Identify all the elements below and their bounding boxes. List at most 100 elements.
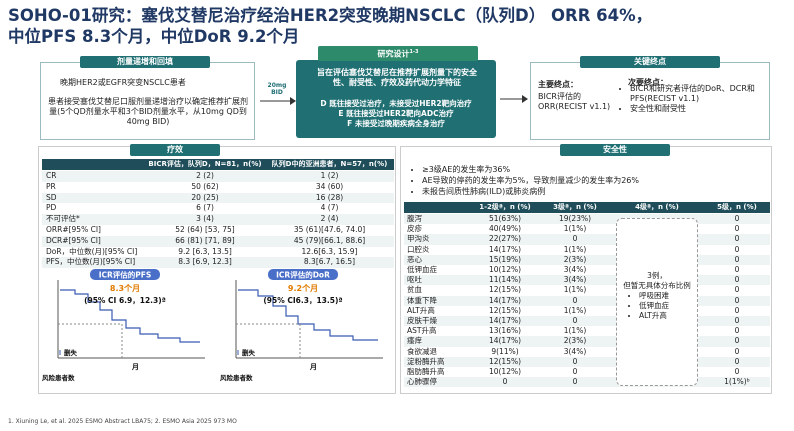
- censor-label: 删失: [64, 348, 78, 357]
- table-cell: 0: [572, 367, 578, 376]
- column-header: 1-2级ª，n (%): [479, 203, 531, 211]
- table-cell: DoR，中位数(月)[95% CI]: [46, 246, 138, 256]
- endpoint-box: [530, 62, 770, 140]
- table-cell: 6 (7): [196, 203, 214, 213]
- cohort: D 既往接受过治疗，未接受过HER2靶向治疗: [320, 99, 472, 108]
- safety-bullets: ≥3级AE的发生率为36%AE导致的停药的发生率为5%，导致剂量减少的发生率为2…: [410, 164, 760, 197]
- title-line: 中位PFS 8.3个月，中位DoR 9.2个月: [8, 27, 300, 46]
- row-bg: [404, 336, 770, 347]
- km-area: ICR评估的PFS 8.3个月 (95% CI 6.9，12.3)ª 删失月风险患者数…: [40, 268, 396, 392]
- risk-label: 风险患者数: [220, 373, 253, 382]
- table-cell: 14(17%): [488, 336, 522, 346]
- aim: 旨在评估塞伐艾替尼在推荐扩展剂量下的安全性、耐受性、疗效及药代动力学特征: [317, 68, 477, 87]
- table-cell: 9.2 [6.3, 13.5]: [178, 246, 232, 256]
- table-cell: 脂肪酶升高: [407, 367, 445, 376]
- table-cell: 14(17%): [488, 295, 522, 305]
- grade4-note: 3例，但暂无具体分布比例呼吸困难低钾血症ALT升高: [616, 218, 698, 386]
- table-cell: 0: [572, 377, 578, 387]
- table-cell: 4 (7): [320, 203, 339, 213]
- table-cell: 0: [734, 295, 740, 305]
- table-cell: 16 (28): [315, 192, 344, 202]
- secondary-list: BICR和研究者评估的DoR、DCR和PFS(RECIST v1.1)安全性和耐…: [616, 84, 766, 114]
- table-cell: 体重下降: [407, 295, 437, 305]
- km-curve: [238, 289, 378, 341]
- table-cell: 51(63%): [488, 214, 522, 223]
- table-cell: 8.3 [6.9, 12.3]: [178, 257, 232, 267]
- table-cell: 40(49%): [488, 224, 522, 234]
- note-text: 但暂无具体分布比例: [623, 281, 691, 290]
- table-cell: 8.3[6.7, 16.5]: [303, 257, 356, 267]
- table-cell: 34 (60): [315, 181, 344, 191]
- footnotes: 1. Xiuning Le, et al. 2025 ESMO Abstract…: [8, 418, 788, 425]
- note-list: 呼吸困难低钾血症ALT升高: [617, 291, 697, 321]
- section-header: 关键终点: [580, 56, 720, 68]
- row-bg: [42, 235, 394, 247]
- table-cell: 1 (2): [320, 171, 339, 180]
- table-cell: ALT升高: [407, 305, 435, 315]
- table-cell: 0: [734, 305, 740, 315]
- table-cell: 瘙痒: [407, 336, 422, 346]
- row-bg: [42, 257, 394, 269]
- table-cell: AST升高: [407, 326, 437, 336]
- table-cell: 1(1%): [563, 244, 587, 254]
- section-header: 安全性: [560, 144, 670, 156]
- table-cell: 不可评估*: [46, 214, 80, 224]
- table-cell: 45 (79)[66.1, 88.6]: [293, 235, 366, 245]
- row-bg: [42, 214, 394, 225]
- table-cell: 12(15%): [488, 356, 522, 366]
- bullet: 未报告间质性肺病(ILD)或肺炎病例: [422, 186, 760, 197]
- table-cell: 0: [734, 275, 740, 285]
- column-header: 队列D中的亚洲患者，N=57，n(%): [271, 160, 388, 168]
- table-cell: 22(27%): [488, 234, 522, 244]
- table-cell: 13(16%): [488, 326, 522, 336]
- table-cell: 1(1%): [563, 326, 587, 336]
- table-cell: 52 (64) [53, 75]: [175, 225, 235, 234]
- table-cell: 0: [734, 336, 740, 346]
- row-bg: [404, 316, 770, 327]
- table-cell: 甲沟炎: [407, 234, 430, 244]
- bullet: AE导致的停药的发生率为5%，导致剂量减少的发生率为26%: [422, 175, 760, 186]
- table-cell: 0: [734, 316, 740, 325]
- table-cell: 1(1%): [563, 285, 587, 295]
- table-cell: 1(1%): [563, 224, 587, 234]
- column-header: BICR评估，队列D，N=81，n(%): [148, 160, 262, 168]
- row-bg: [404, 214, 770, 225]
- table-cell: 0: [734, 326, 740, 336]
- table-cell: 0: [734, 356, 740, 366]
- column-header: 5级，n (%): [717, 203, 757, 211]
- note-text: 3例，: [647, 271, 667, 280]
- table-cell: 0: [572, 316, 578, 325]
- table-cell: 10(12%): [488, 265, 522, 274]
- table-cell: 66 (81) [71, 89]: [175, 235, 235, 245]
- table-cell: PR: [46, 181, 56, 191]
- cohort: E 既往接受过HER2靶向ADC治疗: [338, 109, 454, 118]
- table-cell: 食欲减退: [407, 346, 437, 356]
- note-item: 呼吸困难: [639, 291, 697, 301]
- table-cell: 12.6[6.3, 15.9]: [301, 246, 358, 256]
- header-row: [404, 202, 770, 213]
- table-cell: 3(4%): [563, 265, 587, 274]
- secondary-item: BICR和研究者评估的DoR、DCR和PFS(RECIST v1.1): [630, 84, 766, 104]
- table-cell: 2 (2): [196, 171, 214, 180]
- table-cell: 皮肤干燥: [407, 316, 437, 325]
- table-cell: DCR#[95% CI]: [46, 235, 101, 245]
- table-cell: 0: [734, 367, 740, 376]
- table-cell: ORR#[95% CI]: [46, 225, 101, 234]
- row-bg: [42, 192, 394, 204]
- table-cell: 3(4%): [563, 275, 587, 285]
- table-cell: 3 (4): [196, 214, 214, 224]
- table-cell: CR: [46, 171, 57, 180]
- section-header: 剂量递增和回填: [80, 56, 210, 68]
- table-cell: 0: [572, 234, 578, 244]
- km-median: 8.3个月: [110, 283, 140, 293]
- table-cell: 0: [734, 224, 740, 234]
- footnote: 1. Xiuning Le, et al. 2025 ESMO Abstract…: [8, 418, 237, 425]
- table-cell: 11(14%): [488, 275, 522, 285]
- cohorts: D 既往接受过治疗，未接受过HER2靶向治疗 E 既往接受过HER2靶向ADC治疗…: [300, 99, 492, 129]
- secondary-label: 次要终点：: [628, 78, 668, 87]
- table-cell: 0: [502, 377, 508, 387]
- primary: BICR评估的ORR(RECIST v1.1): [538, 92, 611, 111]
- table-cell: 1(1%)ᵇ: [724, 377, 750, 387]
